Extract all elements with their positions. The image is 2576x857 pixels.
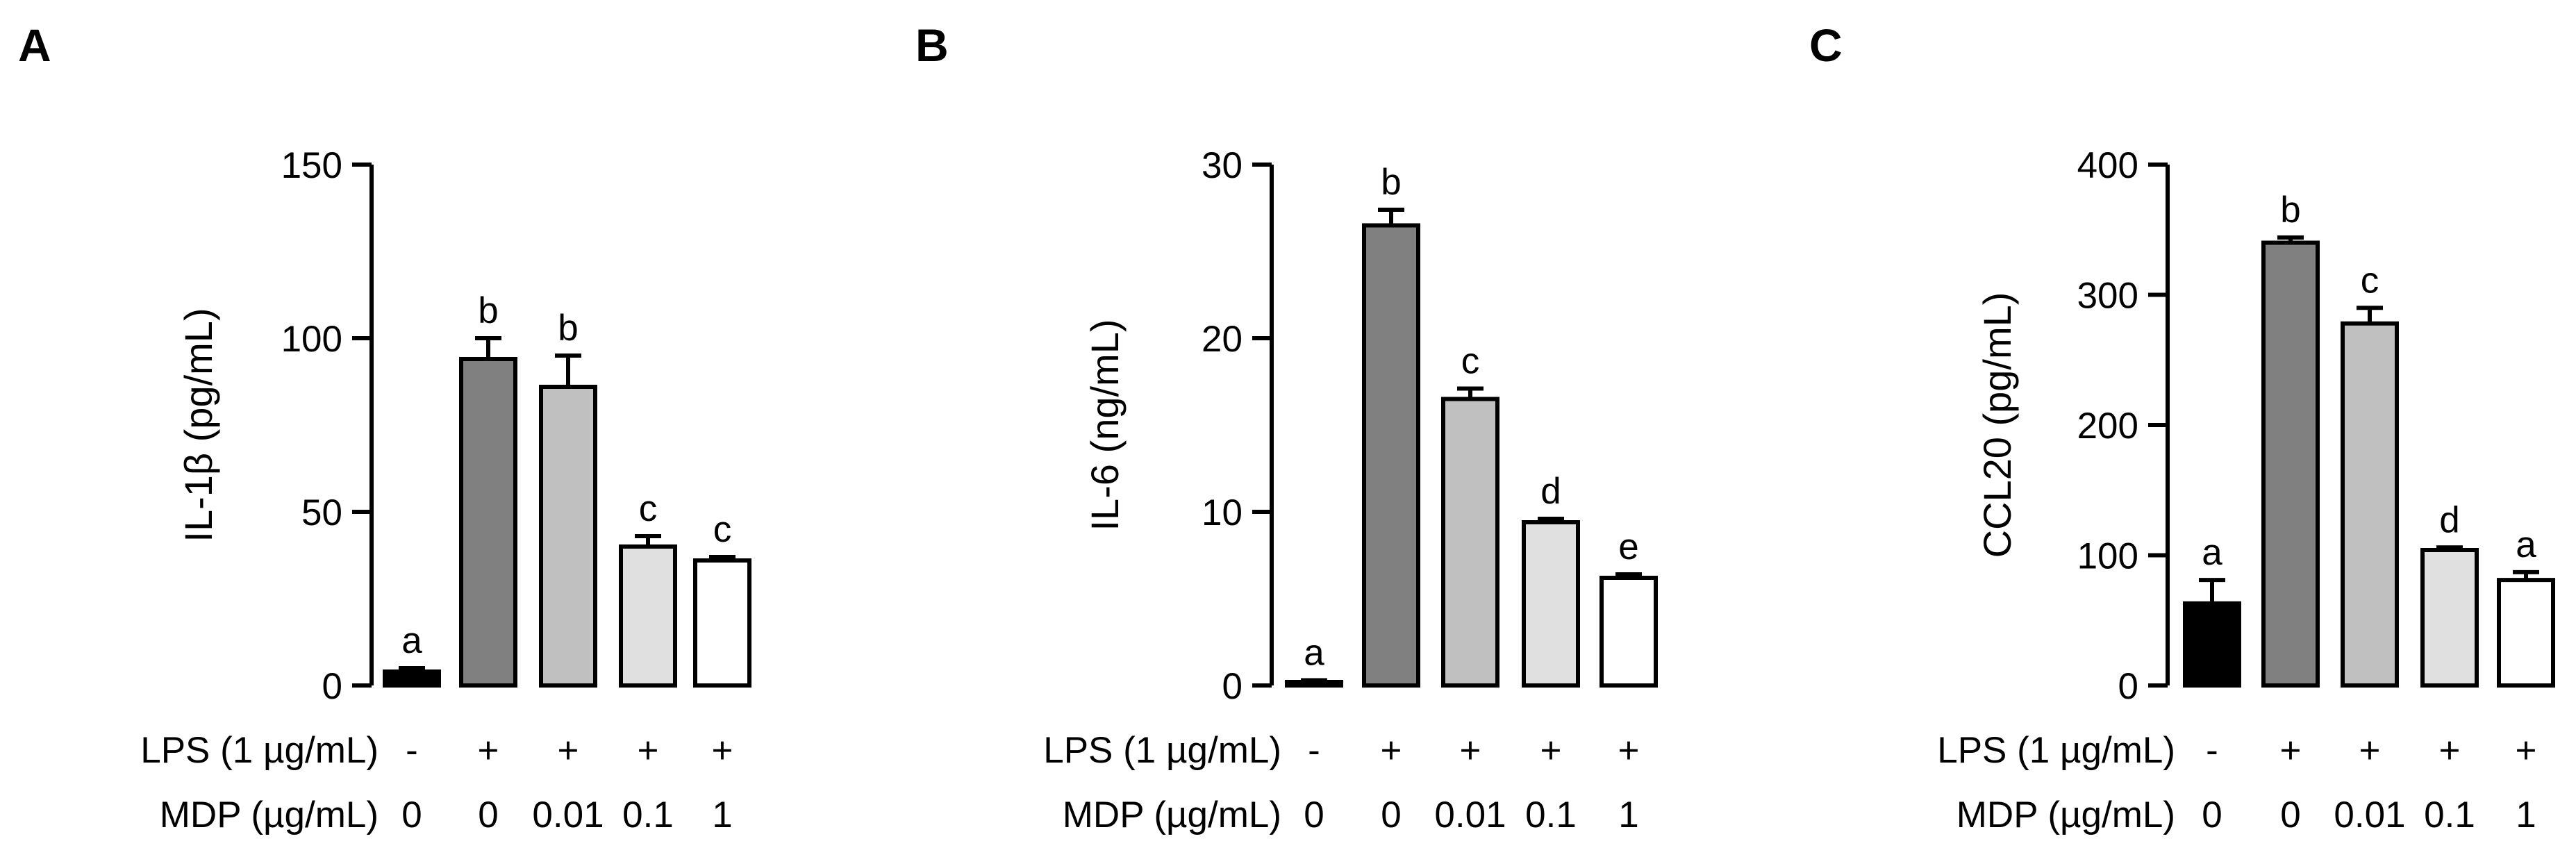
chart-panel-b: B 0 10 20 30 IL-6 (ng/mL) a - 0 b +0 c +0.01 d +0.1 e +1…	[915, 19, 1658, 835]
significance-letter: b	[558, 308, 578, 349]
chart-panel-c: C 0 100 200 300 400 CCL20 (pg/mL) a - 0 b +0 c +0.01 d…	[1809, 19, 2555, 835]
bar	[1285, 680, 1343, 688]
y-tick-label: 100	[2077, 536, 2138, 577]
mdp-condition: 0	[2280, 794, 2300, 835]
bar	[2341, 321, 2399, 688]
significance-letter: c	[2361, 260, 2379, 301]
y-tick-label: 100	[281, 319, 342, 360]
mdp-condition: 0	[478, 794, 498, 835]
significance-letter: a	[2202, 532, 2222, 573]
bar	[2183, 601, 2241, 688]
mdp-condition: 0	[1304, 794, 1324, 835]
lps-condition: +	[558, 730, 579, 771]
bar	[2420, 548, 2479, 688]
significance-letter: b	[478, 290, 498, 331]
significance-letter: a	[401, 620, 422, 661]
significance-letter: c	[713, 509, 732, 550]
bar	[2497, 578, 2555, 688]
mdp-condition: 0	[1381, 794, 1401, 835]
significance-letter: b	[2280, 190, 2300, 231]
y-tick-label: 30	[1202, 145, 1243, 186]
y-axis-title: IL-6 (ng/mL)	[1083, 319, 1127, 531]
mdp-condition: 0.1	[1525, 794, 1577, 835]
bar	[693, 558, 751, 688]
bar	[2261, 240, 2320, 688]
mdp-row-label: MDP (µg/mL)	[1063, 794, 1281, 835]
significance-letter: a	[1304, 633, 1324, 674]
significance-letter: a	[2516, 524, 2536, 565]
lps-condition: +	[1540, 730, 1562, 771]
y-tick-label: 150	[281, 145, 342, 186]
mdp-condition: 0	[401, 794, 422, 835]
y-axis-title: IL-1β (pg/mL)	[176, 308, 220, 542]
lps-condition: +	[478, 730, 499, 771]
lps-condition: +	[1381, 730, 1402, 771]
y-tick-label: 10	[1202, 492, 1243, 533]
lps-condition: +	[2516, 730, 2537, 771]
bar	[1599, 576, 1658, 688]
mdp-condition: 0.1	[622, 794, 674, 835]
mdp-condition: 1	[2516, 794, 2536, 835]
lps-condition: -	[2206, 730, 2218, 771]
bar	[459, 357, 517, 688]
mdp-condition: 1	[712, 794, 732, 835]
y-tick-label: 20	[1202, 319, 1243, 360]
mdp-condition: 0.01	[2334, 794, 2405, 835]
lps-condition: +	[712, 730, 733, 771]
bar	[383, 669, 441, 688]
mdp-condition: 0.1	[2424, 794, 2475, 835]
lps-row-label: LPS (1 µg/mL)	[1043, 730, 1281, 771]
y-tick-label: 0	[2118, 666, 2138, 707]
bar	[619, 544, 677, 688]
lps-condition: +	[2359, 730, 2381, 771]
significance-letter: c	[1461, 341, 1480, 382]
lps-condition: -	[1308, 730, 1320, 771]
lps-row-label: LPS (1 µg/mL)	[140, 730, 379, 771]
bar	[1362, 223, 1420, 688]
lps-condition: +	[1618, 730, 1640, 771]
mdp-row-label: MDP (µg/mL)	[1956, 794, 2175, 835]
y-tick-label: 200	[2077, 406, 2138, 447]
panel-letter: C	[1809, 19, 1843, 71]
significance-letter: b	[1381, 162, 1401, 203]
bar	[1522, 520, 1580, 688]
lps-condition: +	[2280, 730, 2302, 771]
lps-condition: +	[1460, 730, 1481, 771]
significance-letter: c	[639, 488, 658, 529]
bar	[539, 385, 597, 688]
significance-letter: d	[1540, 471, 1561, 512]
lps-condition: +	[2439, 730, 2461, 771]
lps-condition: +	[638, 730, 659, 771]
mdp-condition: 0.01	[1434, 794, 1506, 835]
y-tick-label: 50	[301, 492, 342, 533]
lps-row-label: LPS (1 µg/mL)	[1937, 730, 2175, 771]
mdp-row-label: MDP (µg/mL)	[160, 794, 379, 835]
mdp-condition: 0	[2202, 794, 2222, 835]
mdp-condition: 0.01	[532, 794, 604, 835]
lps-condition: -	[406, 730, 418, 771]
y-tick-label: 0	[1222, 666, 1243, 707]
chart-panel-a: A 0 50 100 150 IL-1β (pg/mL) a - 0 b +0 b +0.01 c +0.1…	[18, 19, 751, 835]
y-tick-label: 0	[322, 666, 342, 707]
panel-letter: A	[18, 19, 51, 71]
mdp-condition: 1	[1618, 794, 1638, 835]
significance-letter: d	[2439, 499, 2459, 540]
panel-letter: B	[915, 19, 949, 71]
bar	[1441, 397, 1499, 688]
y-tick-label: 300	[2077, 276, 2138, 317]
y-tick-label: 400	[2077, 145, 2138, 186]
significance-letter: e	[1618, 526, 1638, 567]
y-axis-title: CCL20 (pg/mL)	[1975, 292, 2019, 558]
